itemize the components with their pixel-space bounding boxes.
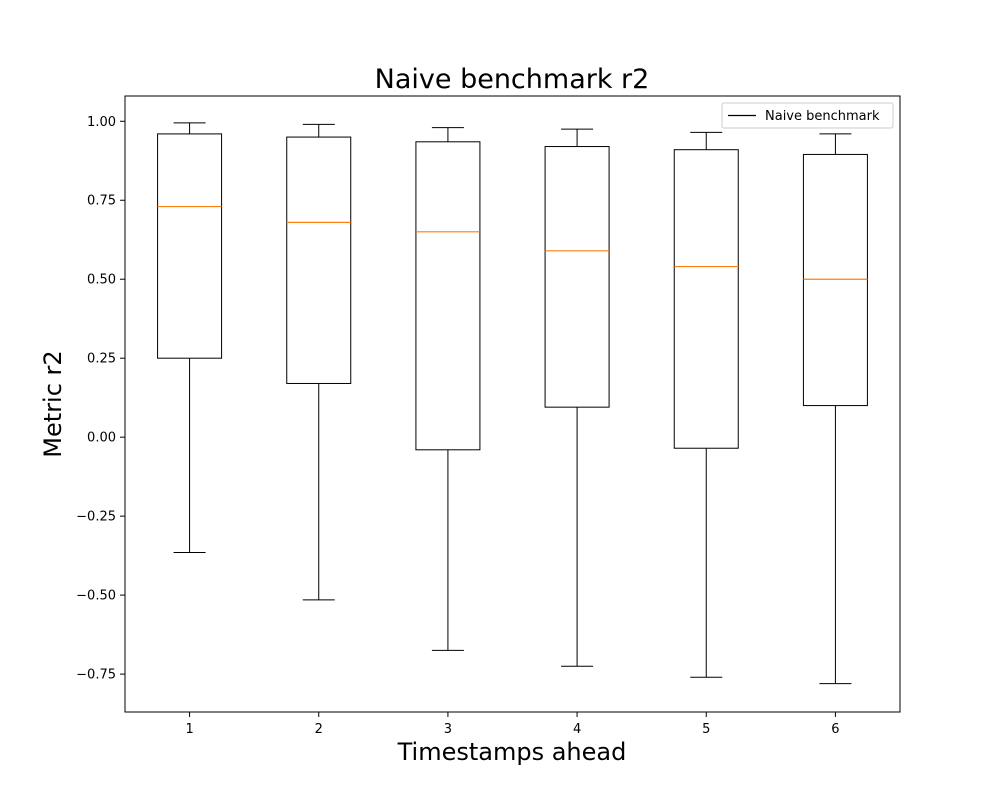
x-tick-label: 3 [444, 722, 452, 737]
y-tick-label: 0.75 [87, 194, 116, 209]
box-iqr [286, 136, 352, 384]
x-tick-label: 6 [831, 722, 839, 737]
y-axis-title: Metric r2 [39, 350, 67, 457]
y-tick-label: −0.75 [76, 668, 116, 683]
y-tick-label: 0.50 [87, 273, 116, 288]
y-tick-label: −0.50 [76, 589, 116, 604]
y-tick-label: 1.00 [87, 115, 116, 130]
x-axis-title: Timestamps ahead [397, 738, 627, 766]
x-tick-label: 4 [573, 722, 581, 737]
chart-title: Naive benchmark r2 [375, 64, 650, 95]
legend-box [721, 102, 894, 129]
y-tick-label: 0.00 [87, 431, 116, 446]
x-tick-label: 1 [185, 722, 193, 737]
x-tick-label: 5 [702, 722, 710, 737]
box-iqr [157, 133, 223, 359]
legend-label: Naive benchmark [765, 109, 880, 124]
y-tick-label: −0.25 [76, 510, 116, 525]
box-iqr [544, 146, 610, 408]
box-iqr [802, 153, 868, 407]
plot-frame [124, 95, 901, 713]
y-tick-label: 0.25 [87, 352, 116, 367]
x-tick-label: 2 [315, 722, 323, 737]
legend: Naive benchmark [721, 102, 894, 129]
box-iqr [673, 149, 739, 449]
plot-layer: −0.75 −0.50 −0.25 0.00 0.25 0.50 0.75 1.00 1 2 3 4 5… [76, 115, 868, 737]
box-iqr [415, 141, 481, 451]
